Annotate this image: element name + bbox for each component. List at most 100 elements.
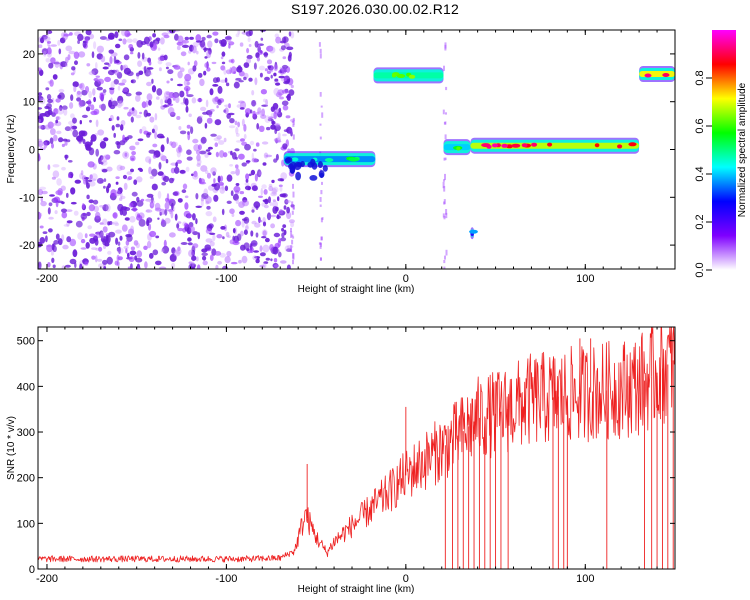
noise-blob [102, 259, 108, 265]
noise-blob [90, 134, 97, 142]
noise-blob [272, 199, 276, 202]
noise-blob [109, 56, 113, 65]
noise-blob [268, 185, 274, 192]
noise-blob [196, 264, 201, 269]
noise-blob [118, 246, 121, 254]
noise-blob [89, 119, 92, 123]
noise-blob [254, 77, 258, 86]
noise-blob [96, 53, 104, 60]
noise-blob [228, 43, 231, 49]
noise-blob [184, 222, 189, 227]
noise-blob [215, 264, 219, 269]
noise-blob [177, 198, 183, 203]
noise-blob [116, 116, 120, 121]
noise-blob [217, 175, 221, 183]
noise-blob [110, 189, 117, 197]
noise-blob [270, 223, 275, 229]
noise-blob [51, 176, 57, 180]
noise-blob [221, 61, 226, 65]
noise-blob [205, 211, 213, 217]
noise-blob [40, 196, 43, 202]
noise-blob [206, 205, 211, 210]
noise-blob [41, 190, 48, 195]
noise-blob [154, 202, 161, 211]
noise-blob [146, 209, 150, 213]
noise-blob [144, 261, 148, 269]
noise-blob [282, 224, 287, 229]
noise-blob [210, 133, 217, 137]
faint-streak [444, 134, 447, 140]
noise-blob [52, 74, 58, 80]
noise-blob [226, 200, 232, 204]
noise-blob [38, 125, 44, 129]
noise-blob [155, 37, 161, 42]
noise-blob [197, 72, 203, 78]
noise-blob [179, 90, 185, 98]
noise-blob [197, 98, 203, 103]
noise-blob [105, 235, 109, 243]
noise-blob [108, 49, 115, 54]
noise-blob [262, 262, 267, 269]
noise-blob [167, 198, 175, 202]
noise-blob [95, 75, 101, 78]
faint-streak [291, 210, 294, 215]
noise-blob [248, 44, 252, 47]
noise-blob [116, 254, 120, 262]
noise-blob [196, 163, 201, 167]
noise-blob [126, 38, 133, 43]
colorbar-tick-label: 0.2 [694, 214, 706, 229]
noise-blob [54, 210, 58, 215]
noise-blob [54, 60, 60, 68]
noise-blob [165, 66, 169, 70]
noise-blob [111, 125, 115, 131]
noise-blob [277, 240, 281, 248]
noise-blob [267, 65, 272, 69]
noise-blob [115, 43, 121, 49]
noise-blob [164, 209, 168, 216]
faint-streak [443, 201, 446, 205]
noise-blob [167, 98, 172, 105]
noise-blob [247, 186, 251, 191]
noise-blob [108, 117, 112, 122]
snr-x-label: Height of straight line (km) [298, 584, 415, 595]
noise-blob [209, 108, 215, 112]
noise-blob [239, 42, 244, 47]
noise-blob [62, 244, 69, 250]
noise-blob [193, 170, 198, 178]
noise-blob [200, 136, 207, 144]
noise-blob [151, 85, 157, 93]
noise-blob [195, 150, 202, 155]
noise-blob [47, 207, 51, 215]
noise-blob [200, 196, 205, 202]
noise-blob [192, 243, 199, 249]
noise-blob [39, 225, 44, 229]
noise-blob [273, 158, 278, 163]
noise-blob [123, 106, 129, 110]
noise-blob [128, 44, 134, 49]
snr-panel: -200 -100 0 100 0 100 200 300 400 500 Height of … [6, 326, 676, 595]
noise-blob [106, 166, 113, 172]
noise-blob [285, 199, 292, 203]
noise-blob [266, 126, 271, 131]
snr-y-label: SNR (10 * v/v) [6, 416, 17, 480]
noise-blob [171, 247, 176, 255]
noise-blob [58, 137, 64, 143]
colorbar-tick-label: 0.4 [694, 166, 706, 181]
noise-blob [230, 58, 235, 64]
noise-blob [45, 244, 53, 248]
noise-blob [235, 126, 239, 135]
noise-blob [234, 120, 238, 126]
noise-blob [60, 61, 68, 68]
noise-blob [64, 141, 68, 146]
noise-blob [166, 80, 170, 84]
noise-blob [201, 252, 208, 256]
noise-blob [122, 174, 128, 180]
noise-blob [101, 168, 108, 173]
faint-streak [444, 44, 447, 51]
noise-blob [122, 87, 128, 93]
spectrogram-data [38, 30, 675, 269]
noise-blob [209, 232, 216, 235]
noise-blob [233, 81, 240, 89]
noise-blob [132, 206, 137, 212]
